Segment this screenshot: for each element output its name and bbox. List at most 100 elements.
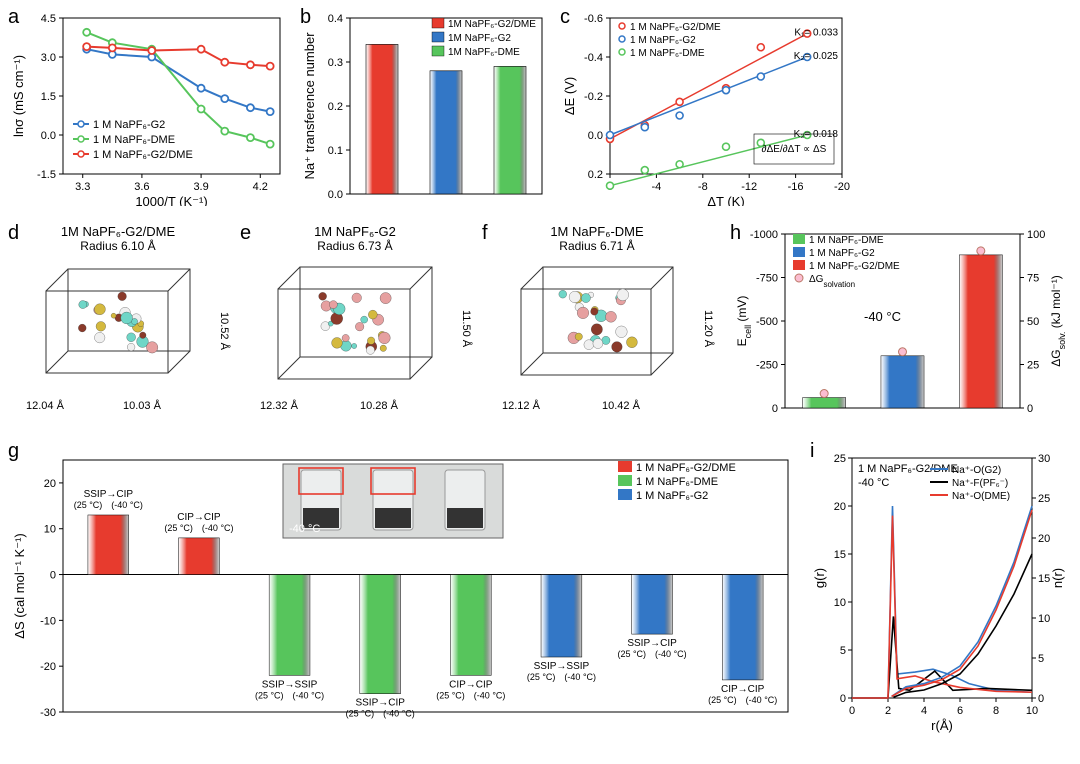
svg-text:0: 0 xyxy=(50,570,56,582)
svg-text:(25 °C) (-40 °C): (25 °C) (-40 °C) xyxy=(708,695,777,705)
svg-text:K₃= 0.018: K₃= 0.018 xyxy=(794,129,839,140)
svg-text:K₁= 0.033: K₁= 0.033 xyxy=(794,28,838,39)
svg-text:1M NaPF₆-DME: 1M NaPF₆-DME xyxy=(448,47,520,58)
letter-b: b xyxy=(300,6,311,29)
svg-text:SSIP→CIP: SSIP→CIP xyxy=(355,698,405,709)
svg-text:-16: -16 xyxy=(788,181,804,193)
svg-text:1 M NaPF₆-G2: 1 M NaPF₆-G2 xyxy=(93,119,165,131)
svg-text:lnσ (mS cm⁻¹): lnσ (mS cm⁻¹) xyxy=(11,55,26,137)
svg-text:-1.5: -1.5 xyxy=(37,169,56,181)
letter-a: a xyxy=(8,6,19,29)
svg-text:1 M NaPF₆-DME: 1 M NaPF₆-DME xyxy=(809,235,884,246)
svg-text:0.3: 0.3 xyxy=(328,57,343,69)
chart-h: 0-250-500-750-10000255075100Ecell (mV)ΔG… xyxy=(730,222,1070,422)
panel-a: a -1.50.01.53.04.53.33.63.94.21000/T (K⁻… xyxy=(8,6,288,206)
svg-text:-750: -750 xyxy=(756,273,778,285)
chart-c: -0.6-0.4-0.20.00.20-4-8-12-16-20ΔT (K)ΔE… xyxy=(560,6,850,206)
svg-text:1 M NaPF₆-DME: 1 M NaPF₆-DME xyxy=(630,48,705,59)
svg-text:50: 50 xyxy=(1027,316,1039,328)
svg-text:CIP→CIP: CIP→CIP xyxy=(177,512,221,523)
svg-text:0: 0 xyxy=(840,693,846,705)
svg-text:-1000: -1000 xyxy=(750,229,778,241)
svg-text:1 M NaPF₆-G2: 1 M NaPF₆-G2 xyxy=(809,248,875,259)
svg-text:3.3: 3.3 xyxy=(75,181,90,193)
svg-text:1 M NaPF₆-DME: 1 M NaPF₆-DME xyxy=(93,134,175,146)
svg-text:SSIP→CIP: SSIP→CIP xyxy=(627,638,677,649)
panel-d-dx: 12.04 Å xyxy=(26,400,64,412)
svg-text:0.2: 0.2 xyxy=(328,101,343,113)
svg-text:-0.6: -0.6 xyxy=(584,13,603,25)
svg-text:-40 °C: -40 °C xyxy=(864,309,901,324)
svg-text:10: 10 xyxy=(44,524,56,536)
svg-text:25: 25 xyxy=(834,453,846,465)
svg-text:n(r): n(r) xyxy=(1050,568,1065,588)
cube-d xyxy=(38,261,198,381)
svg-text:25: 25 xyxy=(1027,360,1039,372)
svg-text:0: 0 xyxy=(1038,693,1044,705)
svg-text:-4: -4 xyxy=(652,181,662,193)
svg-text:(25 °C) (-40 °C): (25 °C) (-40 °C) xyxy=(346,709,415,719)
svg-text:1 M NaPF₆-G2/DME: 1 M NaPF₆-G2/DME xyxy=(93,149,193,161)
figure-page: a -1.50.01.53.04.53.33.63.94.21000/T (K⁻… xyxy=(0,0,1080,764)
svg-text:0: 0 xyxy=(1027,403,1033,415)
chart-g: -30-20-1001020ΔS (cal mol⁻¹ K⁻¹)SSIP→CIP… xyxy=(8,440,798,740)
chart-i: 05101520250510152025300246810r(Å)g(r)n(r… xyxy=(810,440,1070,740)
svg-text:3.0: 3.0 xyxy=(41,52,56,64)
svg-text:Ecell (mV): Ecell (mV) xyxy=(735,296,753,347)
panel-c: c -0.6-0.4-0.20.00.20-4-8-12-16-20ΔT (K)… xyxy=(560,6,850,206)
letter-d: d xyxy=(8,222,19,245)
svg-text:-500: -500 xyxy=(756,316,778,328)
panel-f: f 1M NaPF₆-DME Radius 6.71 Å 12.12 Å 10.… xyxy=(482,222,712,412)
svg-text:20: 20 xyxy=(44,478,56,490)
svg-text:75: 75 xyxy=(1027,273,1039,285)
svg-text:(25 °C) (-40 °C): (25 °C) (-40 °C) xyxy=(164,523,233,533)
svg-text:1M NaPF₆-G2/DME: 1M NaPF₆-G2/DME xyxy=(448,19,536,30)
svg-text:-40 °C: -40 °C xyxy=(289,523,320,535)
panel-e-dz: 11.50 Å xyxy=(460,310,472,347)
svg-text:CIP→CIP: CIP→CIP xyxy=(449,679,493,690)
svg-text:2: 2 xyxy=(885,705,891,717)
svg-text:-8: -8 xyxy=(698,181,708,193)
svg-text:0.4: 0.4 xyxy=(328,13,343,25)
svg-text:100: 100 xyxy=(1027,229,1045,241)
panel-e-dx: 12.32 Å xyxy=(260,400,298,412)
svg-text:SSIP→SSIP: SSIP→SSIP xyxy=(534,661,590,672)
panel-h: h 0-250-500-750-10000255075100Ecell (mV)… xyxy=(730,222,1070,422)
svg-text:0.1: 0.1 xyxy=(328,145,343,157)
panel-d-dz: 10.52 Å xyxy=(218,312,230,350)
panel-d: d 1M NaPF₆-G2/DME Radius 6.10 Å 12.04 Å … xyxy=(8,222,228,412)
panel-f-dy: 10.42 Å xyxy=(602,400,640,412)
panel-f-radius: Radius 6.71 Å xyxy=(482,239,712,253)
svg-text:10: 10 xyxy=(1038,613,1050,625)
svg-text:(25 °C) (-40 °C): (25 °C) (-40 °C) xyxy=(617,649,686,659)
chart-b: 0.00.10.20.30.4Na⁺ transference number1M… xyxy=(300,6,550,206)
svg-text:(25 °C) (-40 °C): (25 °C) (-40 °C) xyxy=(436,690,505,700)
svg-text:1 M NaPF₆-G2/DME: 1 M NaPF₆-G2/DME xyxy=(636,462,736,474)
svg-text:0: 0 xyxy=(772,403,778,415)
panel-g: g -30-20-1001020ΔS (cal mol⁻¹ K⁻¹)SSIP→C… xyxy=(8,440,798,740)
svg-text:0: 0 xyxy=(849,705,855,717)
panel-e-radius: Radius 6.73 Å xyxy=(240,239,470,253)
svg-text:5: 5 xyxy=(840,645,846,657)
panel-e-title: 1M NaPF₆-G2 xyxy=(240,224,470,239)
svg-text:(25 °C) (-40 °C): (25 °C) (-40 °C) xyxy=(255,690,324,700)
svg-text:1 M NaPF₆-G2: 1 M NaPF₆-G2 xyxy=(636,490,708,502)
svg-text:20: 20 xyxy=(834,501,846,513)
letter-h: h xyxy=(730,222,741,245)
cube-f xyxy=(513,259,681,383)
letter-f: f xyxy=(482,222,488,245)
svg-text:-40 °C: -40 °C xyxy=(858,477,889,489)
svg-text:4.2: 4.2 xyxy=(253,181,268,193)
svg-text:0.0: 0.0 xyxy=(328,189,343,201)
svg-text:10: 10 xyxy=(1026,705,1038,717)
svg-text:15: 15 xyxy=(834,549,846,561)
svg-text:∂ΔE/∂ΔT ∝ ΔS: ∂ΔE/∂ΔT ∝ ΔS xyxy=(762,144,827,155)
svg-text:0.2: 0.2 xyxy=(588,169,603,181)
panel-e-dy: 10.28 Å xyxy=(360,400,398,412)
svg-text:1 M NaPF₆-DME: 1 M NaPF₆-DME xyxy=(636,476,718,488)
svg-text:6: 6 xyxy=(957,705,963,717)
svg-text:1000/T (K⁻¹): 1000/T (K⁻¹) xyxy=(135,194,207,206)
svg-text:Na⁺-F(PF₆⁻): Na⁺-F(PF₆⁻) xyxy=(952,478,1008,489)
svg-text:SSIP→CIP: SSIP→CIP xyxy=(84,489,134,500)
panel-d-dy: 10.03 Å xyxy=(123,400,161,412)
